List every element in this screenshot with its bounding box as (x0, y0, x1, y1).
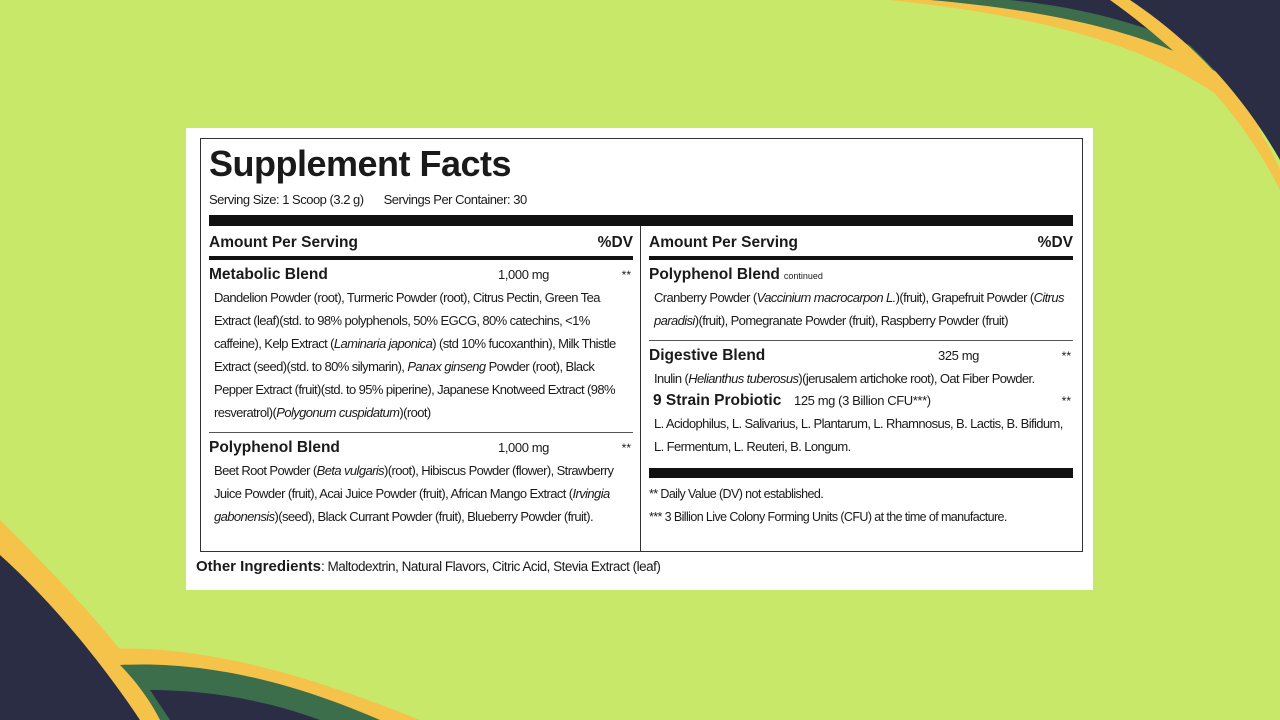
ingredient-text: Beta vulgaris (316, 463, 385, 478)
blend-dv: ** (1061, 394, 1071, 408)
blend: Polyphenol Blend continued Cranberry Powde… (649, 260, 1073, 341)
ingredient-text: )(root), Hibiscus Powder (flower), Straw… (214, 463, 614, 501)
header-amount: Amount Per Serving (649, 234, 798, 251)
header-dv: %DV (1037, 234, 1073, 251)
serving-info: Serving Size: 1 Scoop (3.2 g) Servings Pe… (209, 192, 527, 207)
ingredient-text: Laminaria japonica (333, 336, 433, 351)
blend: Polyphenol Blend 1,000 mg ** Beet Root Powd… (209, 433, 633, 536)
ingredient-text: )(fruit), Pomegranate Powder (fruit), Ra… (694, 313, 1009, 328)
blend-row: Polyphenol Blend 1,000 mg ** (209, 437, 633, 459)
blend-name: Polyphenol Blend (649, 266, 780, 283)
footnote: *** 3 Billion Live Colony Forming Units … (649, 510, 1007, 524)
blend-amount: 1,000 mg (498, 267, 550, 282)
blend-name: Metabolic Blend (209, 266, 328, 283)
blend-row: 9 Strain Probiotic 125 mg (3 Billion CFU*… (649, 390, 1073, 412)
ingredient-text: Vaccinium macrocarpon L. (756, 290, 897, 305)
column-header: Amount Per Serving %DV (649, 229, 1073, 260)
column-header: Amount Per Serving %DV (209, 229, 633, 260)
ingredients: L. Acidophilus, L. Salivarius, L. Planta… (649, 412, 1073, 458)
blend-note: continued (783, 271, 823, 281)
header-dv: %DV (597, 234, 633, 251)
ingredient-text: Cranberry Powder ( (654, 290, 757, 305)
ingredient-text: Beet Root Powder ( (214, 463, 317, 478)
ingredient-text: Citrus paradisi (654, 290, 1065, 328)
title: Supplement Facts (209, 143, 512, 184)
blend-dv: ** (1061, 349, 1071, 363)
stripe-navy (0, 555, 140, 720)
blend-row: Polyphenol Blend continued (649, 264, 1073, 286)
column: Amount Per Serving %DV Metabolic Blend 1,00… (209, 229, 633, 536)
ingredient-text: Powder (root), Black Pepper Extract (fru… (214, 359, 616, 420)
ingredient-text: Dandelion Powder (root), Turmeric Powder… (214, 290, 600, 351)
column-divider (640, 226, 641, 551)
ingredient-text: Panax ginseng (407, 359, 486, 374)
blend-name: Digestive Blend (649, 347, 766, 364)
ingredients: Cranberry Powder (Vaccinium macrocarpon … (649, 286, 1073, 332)
ingredient-text: )(jerusalem artichoke root), Oat Fiber P… (798, 371, 1035, 386)
blend-name: Polyphenol Blend (209, 439, 340, 456)
header-amount: Amount Per Serving (209, 234, 358, 251)
ingredient-text: L. Acidophilus, L. Salivarius, L. Planta… (654, 416, 1063, 454)
thick-rule (209, 215, 1073, 226)
ingredient-text: )(root) (399, 405, 431, 420)
blend-dv: ** (621, 268, 631, 282)
ingredient-text: ) (std 10% fucoxanthin), Milk Thistle Ex… (214, 336, 616, 374)
ingredients: Beet Root Powder (Beta vulgaris)(root), … (209, 459, 633, 528)
blend: Metabolic Blend 1,000 mg ** Dandelion Powde… (209, 260, 633, 433)
ingredients: Dandelion Powder (root), Turmeric Powder… (209, 286, 633, 424)
servings-per-container: Servings Per Container: 30 (383, 192, 528, 207)
blend: Digestive Blend 325 mg ** Inulin (Helianthu… (649, 341, 1073, 466)
footnote: ** Daily Value (DV) not established. (649, 487, 824, 501)
ingredient-text: Polygonum cuspidatum (276, 405, 400, 420)
footnotes: ** Daily Value (DV) not established. *** … (649, 468, 1073, 529)
ingredient-text: Helianthus tuberosus (688, 371, 799, 386)
blend-name: 9 Strain Probiotic (653, 392, 782, 409)
ingredients: Inulin (Helianthus tuberosus)(jerusalem … (649, 367, 1073, 390)
ingredient-text: Inulin ( (654, 371, 689, 386)
ingredient-text: )(fruit), Grapefruit Powder ( (895, 290, 1035, 305)
stripe-navy (1135, 0, 1280, 160)
blend-row: Digestive Blend 325 mg ** (649, 345, 1073, 367)
supplement-label: Supplement Facts Serving Size: 1 Scoop (… (186, 128, 1093, 590)
serving-size: Serving Size: 1 Scoop (3.2 g) (209, 192, 364, 207)
blend-amount: 1,000 mg (498, 440, 550, 455)
ingredient-text: )(seed), Black Currant Powder (fruit), B… (274, 509, 594, 524)
label-border: Supplement Facts Serving Size: 1 Scoop (… (200, 138, 1083, 552)
other-text: : Maltodextrin, Natural Flavors, Citric … (321, 559, 661, 574)
blend-amount: 125 mg (3 Billion CFU***) (794, 393, 931, 408)
stripe-navy (150, 690, 320, 720)
other-ingredients: Other Ingredients: Maltodextrin, Natural… (196, 558, 661, 575)
other-label: Other Ingredients (196, 558, 322, 575)
blend-row: Metabolic Blend 1,000 mg ** (209, 264, 633, 286)
blend-amount: 325 mg (938, 348, 979, 363)
ingredient-text: Irvingia gabonensis (214, 486, 610, 524)
column: Amount Per Serving %DV Polyphenol Blend con… (649, 229, 1073, 529)
blend-dv: ** (621, 441, 631, 455)
